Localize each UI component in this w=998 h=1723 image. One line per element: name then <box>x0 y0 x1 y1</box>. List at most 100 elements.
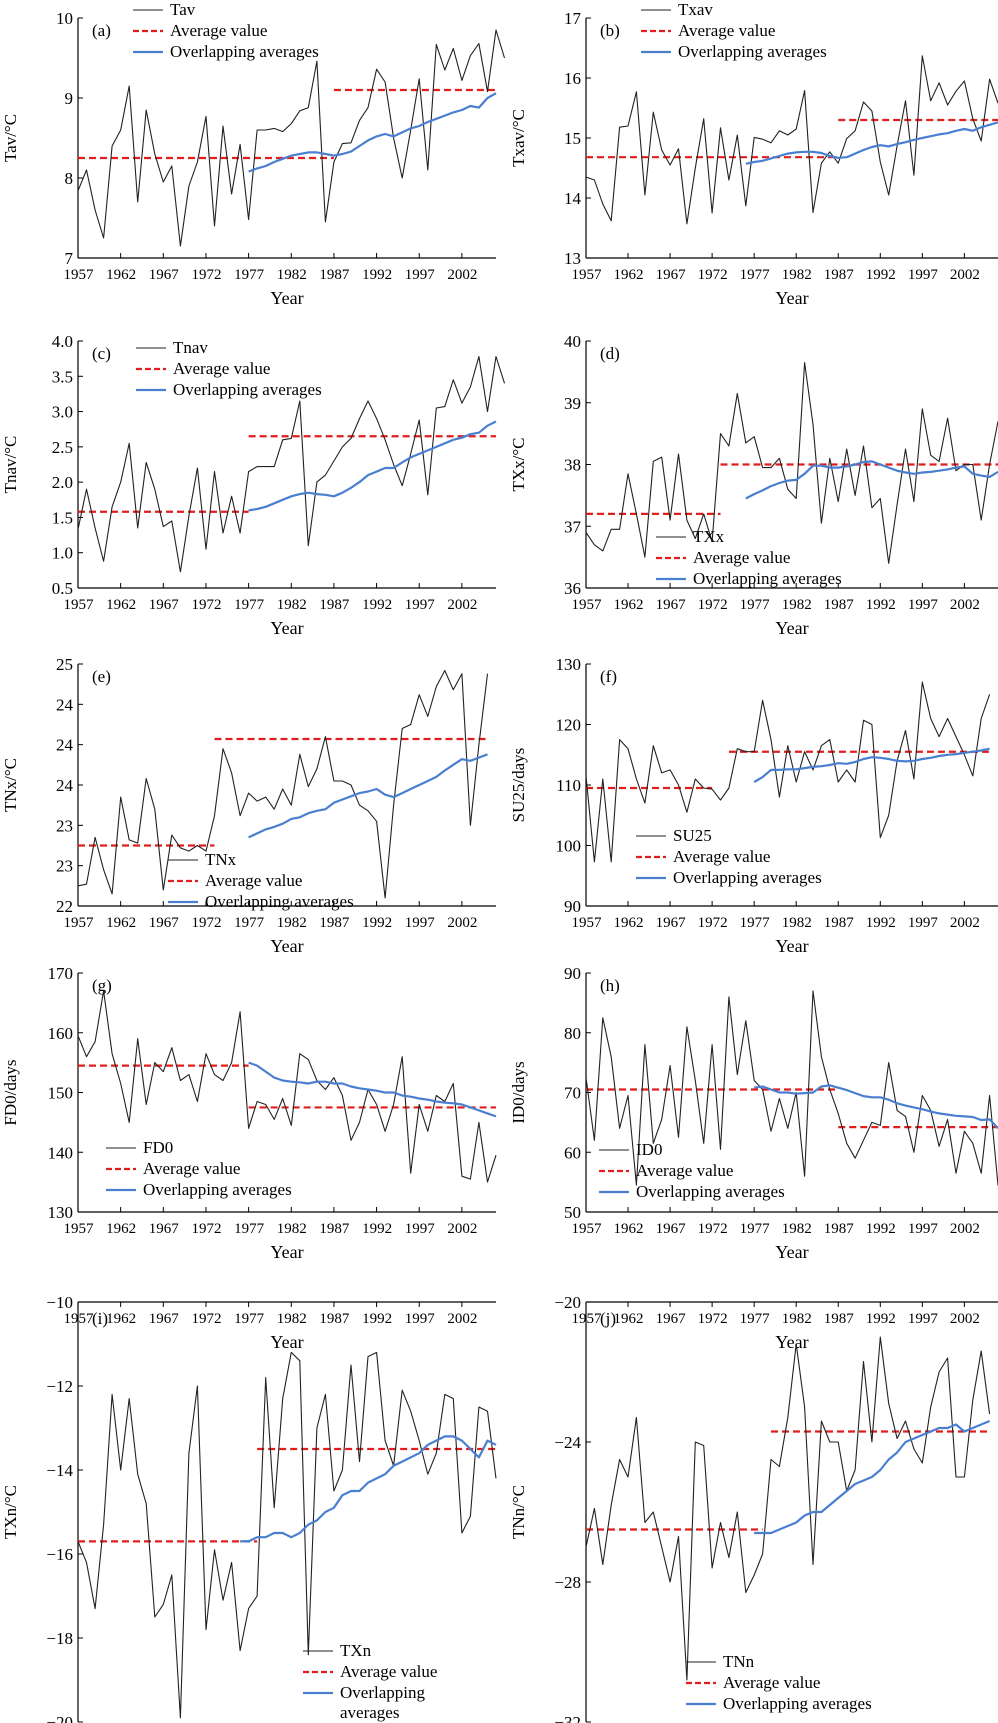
chart-c-y-tick-label: 1.5 <box>52 508 73 527</box>
chart-j-x-tick-label: 1972 <box>698 1311 728 1327</box>
chart-c-y-tick-label: 3.5 <box>52 367 73 386</box>
chart-a-legend-label: Tav <box>170 0 196 19</box>
chart-j-x-tick-label: 1982 <box>782 1311 812 1327</box>
chart-g-x-tick-label: 1982 <box>277 1221 307 1237</box>
chart-i-x-tick-label: 1982 <box>277 1311 307 1327</box>
chart-i-x-tick-label: 1997 <box>405 1311 436 1327</box>
chart-i-panel-label: (i) <box>92 1309 108 1328</box>
chart-b-x-tick-label: 1997 <box>908 267 939 283</box>
chart-a-x-tick-label: 1957 <box>64 267 95 283</box>
chart-g-overlapping-average-line <box>248 1061 497 1118</box>
chart-c-y-tick-label: 3.0 <box>52 403 73 422</box>
chart-a-x-tick-label: 1982 <box>277 267 307 283</box>
chart-d-x-tick-label: 1977 <box>740 597 771 613</box>
chart-b-x-tick-label: 2002 <box>950 267 980 283</box>
chart-f-overlapping-average-line <box>753 747 990 783</box>
chart-b-overlapping-average-line <box>745 121 998 165</box>
chart-i-x-axis-label: Year <box>270 1332 303 1352</box>
chart-i-y-axis-label: TXn/°C <box>1 1485 20 1539</box>
chart-e-x-tick-label: 1992 <box>362 915 392 931</box>
chart-c-x-tick-label: 1987 <box>319 597 350 613</box>
chart-h-x-tick-label: 1967 <box>656 1221 687 1237</box>
chart-e-x-tick-label: 2002 <box>447 915 477 931</box>
chart-h-x-tick-label: 1977 <box>740 1221 771 1237</box>
chart-g-x-tick-label: 1957 <box>64 1221 95 1237</box>
chart-g-series-line <box>77 990 497 1183</box>
chart-i-x-tick-label: 1992 <box>362 1311 392 1327</box>
chart-h-y-axis-label: ID0/days <box>509 1061 528 1123</box>
chart-j-panel-label: (j) <box>600 1309 616 1328</box>
chart-a-x-tick-label: 2002 <box>447 267 477 283</box>
chart-c-x-tick-label: 2002 <box>447 597 477 613</box>
chart-a-overlapping-average-line <box>248 92 497 173</box>
chart-f-x-tick-label: 1997 <box>908 915 939 931</box>
chart-c-y-tick-label: 0.5 <box>52 579 73 598</box>
chart-g-y-axis-label: FD0/days <box>1 1059 20 1125</box>
chart-b-x-tick-label: 1992 <box>866 267 896 283</box>
chart-b-x-axis-label: Year <box>775 288 808 308</box>
chart-b-x-tick-label: 1987 <box>824 267 855 283</box>
chart-h-y-tick-label: 70 <box>564 1084 581 1103</box>
chart-e-overlapping-average-line <box>248 753 488 839</box>
chart-d-y-tick-label: 39 <box>564 394 581 413</box>
chart-d-legend-label: Average value <box>693 548 790 567</box>
chart-h-x-tick-label: 1962 <box>614 1221 644 1237</box>
chart-e-x-tick-label: 1997 <box>405 915 436 931</box>
chart-c-y-tick-label: 2.0 <box>52 473 73 492</box>
chart-d-x-tick-label: 1962 <box>614 597 644 613</box>
chart-g-x-tick-label: 1997 <box>405 1221 436 1237</box>
chart-d-y-tick-label: 37 <box>564 517 582 536</box>
chart-d-series-line <box>585 362 998 564</box>
chart-f-x-tick-label: 1987 <box>824 915 855 931</box>
chart-g-x-tick-label: 1977 <box>234 1221 265 1237</box>
chart-b-legend-label: Overlapping averages <box>678 42 827 61</box>
chart-i-y-tick-label: −10 <box>46 1293 73 1312</box>
chart-d-x-tick-label: 2002 <box>950 597 980 613</box>
chart-a-x-tick-label: 1992 <box>362 267 392 283</box>
chart-b-y-tick-label: 14 <box>564 189 582 208</box>
chart-h-y-tick-label: 50 <box>564 1203 581 1222</box>
chart-c-x-tick-label: 1962 <box>106 597 136 613</box>
chart-c-x-tick-label: 1977 <box>234 597 265 613</box>
chart-d-x-tick-label: 1982 <box>782 597 812 613</box>
chart-b-x-tick-label: 1967 <box>656 267 687 283</box>
chart-d-overlapping-average-line <box>745 460 998 500</box>
chart-j-x-tick-label: 1962 <box>614 1311 644 1327</box>
chart-h-x-tick-label: 1992 <box>866 1221 896 1237</box>
chart-d-panel-label: (d) <box>600 344 620 363</box>
chart-b-y-tick-label: 16 <box>564 69 581 88</box>
chart-j-x-tick-label: 1957 <box>572 1311 603 1327</box>
chart-e-y-tick-label: 25 <box>56 655 73 674</box>
chart-c-x-tick-label: 1957 <box>64 597 95 613</box>
chart-i-legend-label: TXn <box>340 1641 372 1660</box>
chart-b-panel-label: (b) <box>600 21 620 40</box>
chart-a-y-tick-label: 7 <box>65 249 74 268</box>
chart-d-y-tick-label: 36 <box>564 579 581 598</box>
chart-a-x-tick-label: 1987 <box>319 267 350 283</box>
chart-e-panel-label: (e) <box>92 667 111 686</box>
chart-g-legend-label: Average value <box>143 1159 240 1178</box>
chart-j-x-axis-label: Year <box>775 1332 808 1352</box>
chart-i-x-tick-label: 1962 <box>106 1311 136 1327</box>
chart-g-panel-label: (g) <box>92 976 112 995</box>
chart-i-y-tick-label: −18 <box>46 1629 73 1648</box>
chart-i-y-tick-label: −16 <box>46 1545 73 1564</box>
chart-g-x-tick-label: 1962 <box>106 1221 136 1237</box>
chart-d-x-tick-label: 1987 <box>824 597 855 613</box>
chart-c-y-tick-label: 2.5 <box>52 438 73 457</box>
chart-e-x-tick-label: 1962 <box>106 915 136 931</box>
chart-e-y-tick-label: 22 <box>56 897 73 916</box>
chart-h-x-tick-label: 1957 <box>572 1221 603 1237</box>
chart-e-x-tick-label: 1967 <box>149 915 180 931</box>
chart-c-x-axis-label: Year <box>270 618 303 638</box>
chart-j-y-tick-label: −24 <box>554 1433 581 1452</box>
chart-i-x-tick-label: 1957 <box>64 1311 95 1327</box>
chart-i-legend-label-cont: averages <box>340 1703 399 1722</box>
chart-i-y-tick-label: −20 <box>46 1713 73 1723</box>
chart-a-x-axis-label: Year <box>270 288 303 308</box>
chart-e-legend-label: TNx <box>205 850 237 869</box>
chart-e-x-axis-label: Year <box>270 936 303 956</box>
chart-g-y-tick-label: 140 <box>48 1143 74 1162</box>
chart-c-x-tick-label: 1967 <box>149 597 180 613</box>
